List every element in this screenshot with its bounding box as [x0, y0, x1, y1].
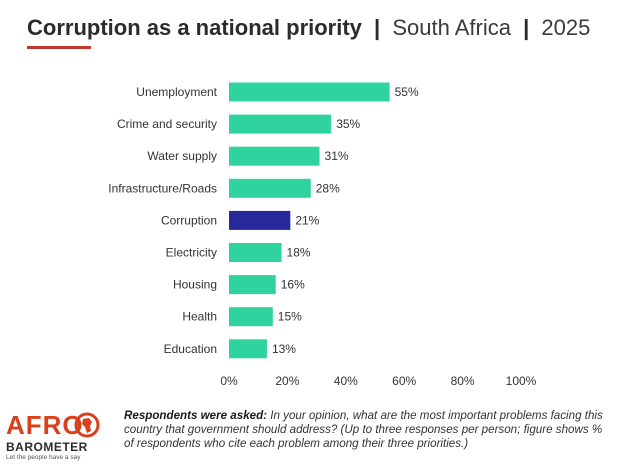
value-label-crime-and-security: 35% — [336, 117, 360, 131]
afrobarometer-logo: AFRO BAROMETER Let the people have a say — [4, 410, 116, 470]
title-underline — [27, 46, 91, 49]
category-label-health: Health — [182, 310, 217, 324]
x-tick-label-40: 40% — [334, 374, 358, 388]
category-label-crime-and-security: Crime and security — [117, 117, 217, 131]
note-lead: Respondents were asked: — [124, 409, 268, 422]
category-label-electricity: Electricity — [166, 246, 217, 260]
value-label-corruption: 21% — [295, 213, 319, 227]
logo-tagline: Let the people have a say — [6, 454, 81, 461]
bar-corruption — [229, 210, 291, 230]
title-country: South Africa — [392, 15, 511, 40]
logo-barometer-text: BAROMETER — [6, 440, 88, 454]
x-tick-label-100: 100% — [506, 374, 537, 388]
title-year: 2025 — [541, 15, 591, 40]
bar-electricity — [229, 243, 282, 262]
value-label-housing: 16% — [281, 278, 305, 292]
category-label-education: Education — [164, 342, 217, 356]
value-label-education: 13% — [272, 342, 296, 356]
bar-infrastructure-roads — [229, 178, 311, 198]
category-label-housing: Housing — [173, 278, 217, 292]
bar-health — [229, 307, 273, 327]
bar-housing — [229, 275, 276, 295]
x-tick-label-0: 0% — [220, 374, 238, 388]
category-label-unemployment: Unemployment — [136, 85, 217, 99]
category-label-corruption: Corruption — [161, 213, 217, 227]
value-label-health: 15% — [278, 310, 302, 324]
category-label-water-supply: Water supply — [147, 149, 217, 163]
x-tick-label-80: 80% — [451, 374, 475, 388]
bar-unemployment — [229, 82, 390, 102]
bar-chart: Unemployment 55% Crime and security 35% Wate… — [108, 82, 537, 388]
survey-question-note: Respondents were asked: In your opinion,… — [124, 409, 604, 452]
value-label-water-supply: 31% — [325, 149, 349, 163]
x-tick-label-60: 60% — [392, 374, 416, 388]
x-tick-label-20: 20% — [275, 374, 299, 388]
title-separator-2: | — [523, 15, 530, 40]
title-main: Corruption as a national priority — [27, 15, 362, 40]
bar-crime-and-security — [229, 114, 332, 134]
bar-education — [229, 339, 267, 359]
africa-globe-icon — [74, 412, 100, 438]
bar-water-supply — [229, 146, 320, 166]
logo-afro-text: AFRO — [6, 410, 84, 440]
note-text: In your opinion, what are the most impor… — [124, 409, 603, 451]
value-label-electricity: 18% — [287, 246, 311, 260]
title-separator-1: | — [374, 15, 381, 40]
chart-title: Corruption as a national priority | Sout… — [27, 13, 590, 43]
value-label-unemployment: 55% — [395, 85, 419, 99]
category-label-infrastructure-roads: Infrastructure/Roads — [108, 181, 217, 195]
value-label-infrastructure-roads: 28% — [316, 181, 340, 195]
